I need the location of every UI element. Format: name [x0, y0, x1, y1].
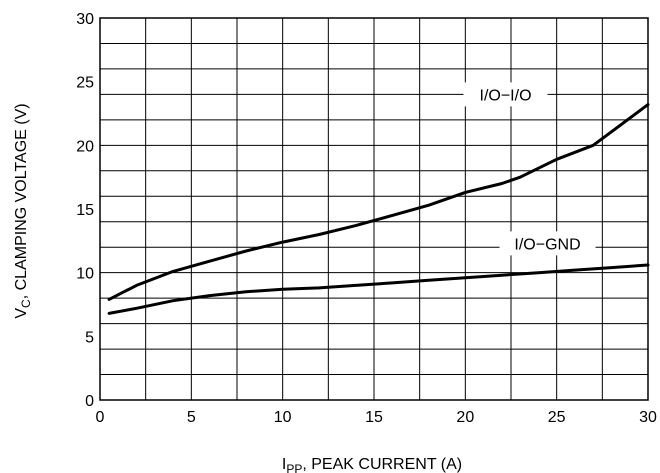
y-tick-label: 10: [76, 266, 94, 283]
tick-labels: 0 5 10 15 20 25 30 0 5 10 15 20 25 30: [76, 11, 657, 426]
y-tick-label: 15: [76, 202, 94, 219]
x-tick-label: 30: [639, 409, 657, 426]
plot-area-frame: [99, 17, 649, 401]
series-labels: I/O−I/O I/O−GND: [463, 82, 596, 256]
y-axis-title: VC, CLAMPING VOLTAGE (V): [13, 103, 33, 318]
x-tick-label: 0: [96, 409, 105, 426]
series-label-io-gnd: I/O−GND: [514, 236, 580, 253]
x-tick-label: 20: [456, 409, 474, 426]
x-axis-title: IPP, PEAK CURRENT (A): [282, 456, 462, 473]
series-line-io-gnd: [107, 263, 650, 315]
series-line-io-io: [107, 103, 650, 301]
series-lines: [107, 103, 650, 315]
y-axis-title-subscript: C: [19, 299, 33, 308]
grid-lines: [100, 18, 648, 400]
y-tick-label: 0: [85, 393, 94, 410]
x-tick-label: 5: [187, 409, 196, 426]
x-tick-label: 25: [548, 409, 566, 426]
y-axis-title-rest: , CLAMPING VOLTAGE (V): [13, 103, 30, 299]
x-axis-title-subscript: PP: [286, 462, 302, 473]
series-label-io-io: I/O−I/O: [480, 87, 532, 104]
y-tick-label: 25: [76, 75, 94, 92]
x-tick-label: 10: [274, 409, 292, 426]
y-tick-label: 30: [76, 11, 94, 28]
x-axis-title-rest: , PEAK CURRENT (A): [302, 456, 462, 473]
y-tick-label: 20: [76, 138, 94, 155]
x-axis-title-main: I: [282, 456, 286, 473]
x-tick-label: 15: [365, 409, 383, 426]
y-axis-title-main: V: [13, 308, 30, 319]
series-label-io-io-background: [463, 82, 548, 107]
y-tick-label: 5: [85, 329, 94, 346]
series-label-io-gnd-background: [499, 231, 596, 256]
